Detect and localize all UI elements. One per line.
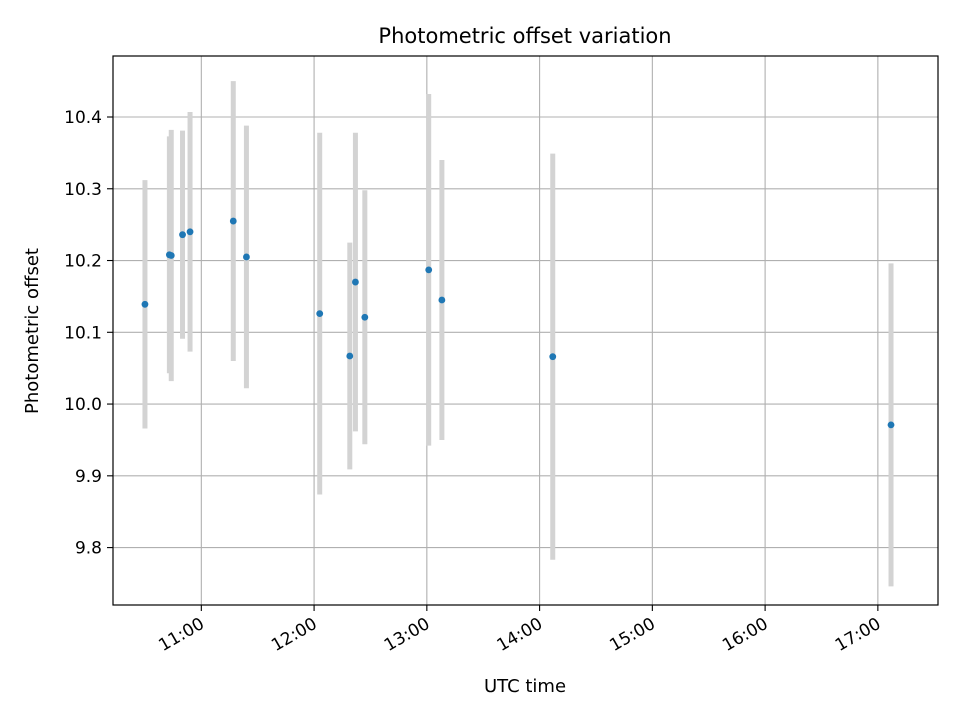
data-point (361, 313, 369, 321)
data-point (887, 421, 895, 429)
data-points (141, 217, 895, 429)
data-point (229, 217, 237, 225)
data-point (243, 253, 250, 261)
y-axis-label: Photometric offset (22, 248, 43, 414)
y-tick-label: 9.8 (75, 539, 102, 559)
data-point (141, 300, 149, 308)
data-point (352, 278, 359, 286)
y-tick-label: 10.3 (64, 180, 102, 200)
data-point (438, 296, 446, 304)
plot-area (113, 56, 938, 605)
data-point (549, 353, 557, 361)
data-point (186, 228, 194, 236)
data-point (346, 352, 354, 360)
y-tick-label: 10.4 (64, 108, 102, 128)
data-point (179, 231, 186, 239)
x-axis-label: UTC time (484, 676, 566, 697)
y-tick-label: 10.1 (64, 323, 102, 343)
data-point (316, 310, 324, 318)
y-axis-ticks: 9.8 9.9 10.0 10.1 10.2 10.3 10.4 (64, 108, 113, 559)
chart-title: Photometric offset variation (378, 24, 671, 48)
data-point (425, 266, 433, 274)
y-tick-label: 10.2 (64, 252, 102, 272)
y-tick-label: 9.9 (75, 467, 102, 487)
y-tick-label: 10.0 (64, 395, 102, 415)
data-point (167, 252, 175, 259)
plot-frame (112, 55, 939, 606)
